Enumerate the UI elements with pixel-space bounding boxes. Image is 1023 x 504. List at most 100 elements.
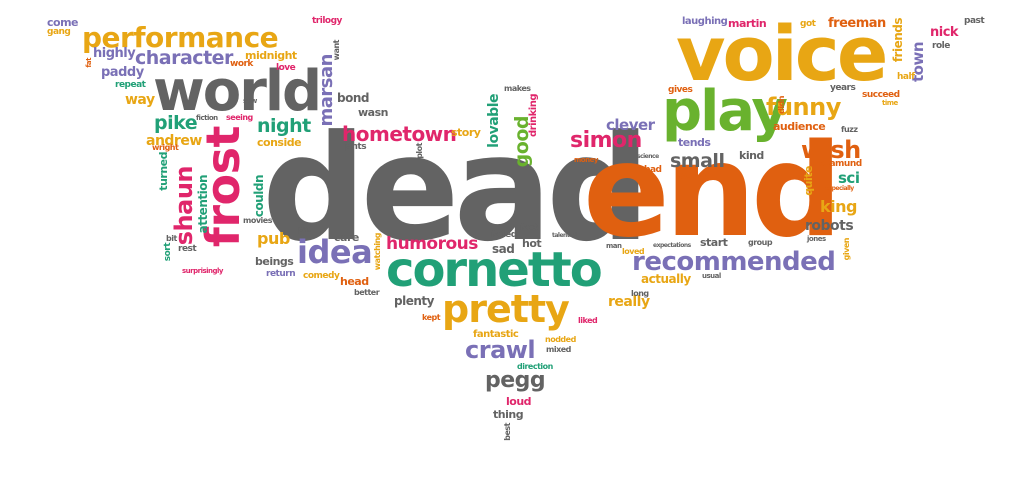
word-wish: wish: [801, 136, 861, 164]
word-funny: funny: [766, 93, 841, 121]
word-direction: direction: [517, 362, 553, 371]
word-sad: sad: [492, 242, 515, 256]
word-beings: beings: [255, 255, 294, 268]
word-saw: saw: [243, 97, 257, 105]
word-liked: liked: [578, 316, 598, 325]
word-hot: hot: [522, 237, 542, 250]
word-thing: thing: [493, 408, 524, 421]
word-laughing: laughing: [682, 16, 728, 27]
word-friends: friends: [891, 18, 905, 63]
word-highly: highly: [93, 46, 136, 61]
word-fantastic: fantastic: [473, 329, 519, 340]
word-bond: bond: [337, 91, 369, 105]
word-expectations: expectations: [653, 242, 691, 249]
word-action: action: [677, 169, 713, 182]
word-man: man: [606, 242, 622, 250]
word-small: small: [670, 150, 725, 172]
word-idea: idea: [297, 233, 373, 271]
word-wasn: wasn: [358, 106, 388, 119]
word-fact: fact: [520, 223, 538, 233]
word-want: want: [332, 40, 341, 61]
word-marsan: marsan: [316, 54, 337, 127]
word-story: story: [451, 126, 481, 139]
word-long: long: [631, 289, 649, 298]
word-mixed: mixed: [546, 345, 571, 354]
word-time: time: [882, 99, 898, 107]
word-comedy: comedy: [303, 271, 340, 281]
word-sci: sci: [838, 169, 860, 187]
word-pike: pike: [154, 112, 198, 134]
word-end: end: [583, 117, 843, 266]
word-gives: gives: [668, 85, 693, 95]
word-andrew: andrew: [146, 133, 202, 149]
word-got: got: [800, 19, 816, 29]
word-pegg: pegg: [485, 368, 546, 393]
word-better: better: [354, 288, 380, 297]
word-makes: makes: [504, 84, 531, 93]
word-return: return: [266, 269, 296, 279]
word-king: king: [820, 197, 857, 216]
word-rosamund: rosamund: [815, 159, 862, 169]
word-attention: attention: [196, 175, 210, 234]
word-lovable: lovable: [486, 94, 502, 148]
word-role: role: [932, 41, 950, 51]
word-loud: loud: [506, 395, 532, 408]
word-succeed: succeed: [862, 90, 900, 100]
word-turned: turned: [157, 152, 170, 191]
word-bit: bit: [166, 234, 177, 243]
word-paddy: paddy: [101, 65, 144, 80]
word-fat: fat: [85, 58, 93, 68]
word-pub: pub: [257, 229, 290, 248]
word-simon: simon: [570, 128, 642, 153]
word-wright: wright: [152, 143, 179, 152]
word-start: start: [700, 236, 728, 249]
word-talented: talented: [552, 232, 577, 239]
word-surprisingly: surprisingly: [182, 267, 224, 275]
word-seeing: seeing: [226, 113, 253, 122]
word-hometown: hometown: [342, 122, 457, 146]
word-freeman: freeman: [828, 16, 886, 31]
word-loved: loved: [622, 247, 645, 256]
word-consider: conside: [257, 136, 302, 149]
word-movies: movies: [243, 216, 272, 225]
word-kind: kind: [739, 149, 764, 162]
word-years: years: [830, 83, 856, 93]
word-rest: rest: [178, 244, 197, 254]
word-repeat: repeat: [115, 80, 146, 90]
word-fuzz: fuzz: [841, 125, 858, 134]
word-way: way: [125, 92, 155, 108]
word-plenty: plenty: [394, 294, 434, 308]
word-care: care: [334, 231, 359, 244]
word-sort: sort: [163, 243, 173, 262]
word-science: science: [637, 153, 659, 160]
word-kept: kept: [422, 313, 441, 322]
word-tends: tends: [678, 136, 711, 149]
word-half: half: [897, 72, 915, 82]
word-especially: especially: [825, 185, 854, 192]
word-jones: jones: [807, 235, 826, 243]
word-bad: bad: [644, 165, 662, 175]
word-gang: gang: [47, 27, 71, 37]
word-humorous: humorous: [386, 234, 478, 254]
word-crawl: crawl: [465, 336, 536, 364]
word-failed: failed: [491, 230, 517, 240]
word-couldn: couldn: [252, 175, 266, 218]
word-audience: audience: [773, 120, 826, 133]
word-plot: plot: [415, 143, 424, 159]
word-world: world: [153, 59, 322, 124]
word-best: best: [503, 423, 512, 441]
word-drinking: drinking: [528, 94, 539, 137]
word-money: money: [574, 156, 598, 164]
word-clever: clever: [606, 116, 655, 134]
word-voice: voice: [676, 9, 888, 98]
word-group: group: [748, 238, 773, 247]
word-play: play: [662, 79, 788, 144]
word-dead: dead: [262, 104, 651, 274]
word-martin: martin: [728, 17, 767, 30]
word-nodded: nodded: [545, 335, 576, 344]
word-didn: didn: [777, 96, 786, 114]
word-work: work: [230, 59, 253, 69]
word-watching: watching: [373, 233, 382, 271]
word-past: past: [964, 16, 985, 26]
